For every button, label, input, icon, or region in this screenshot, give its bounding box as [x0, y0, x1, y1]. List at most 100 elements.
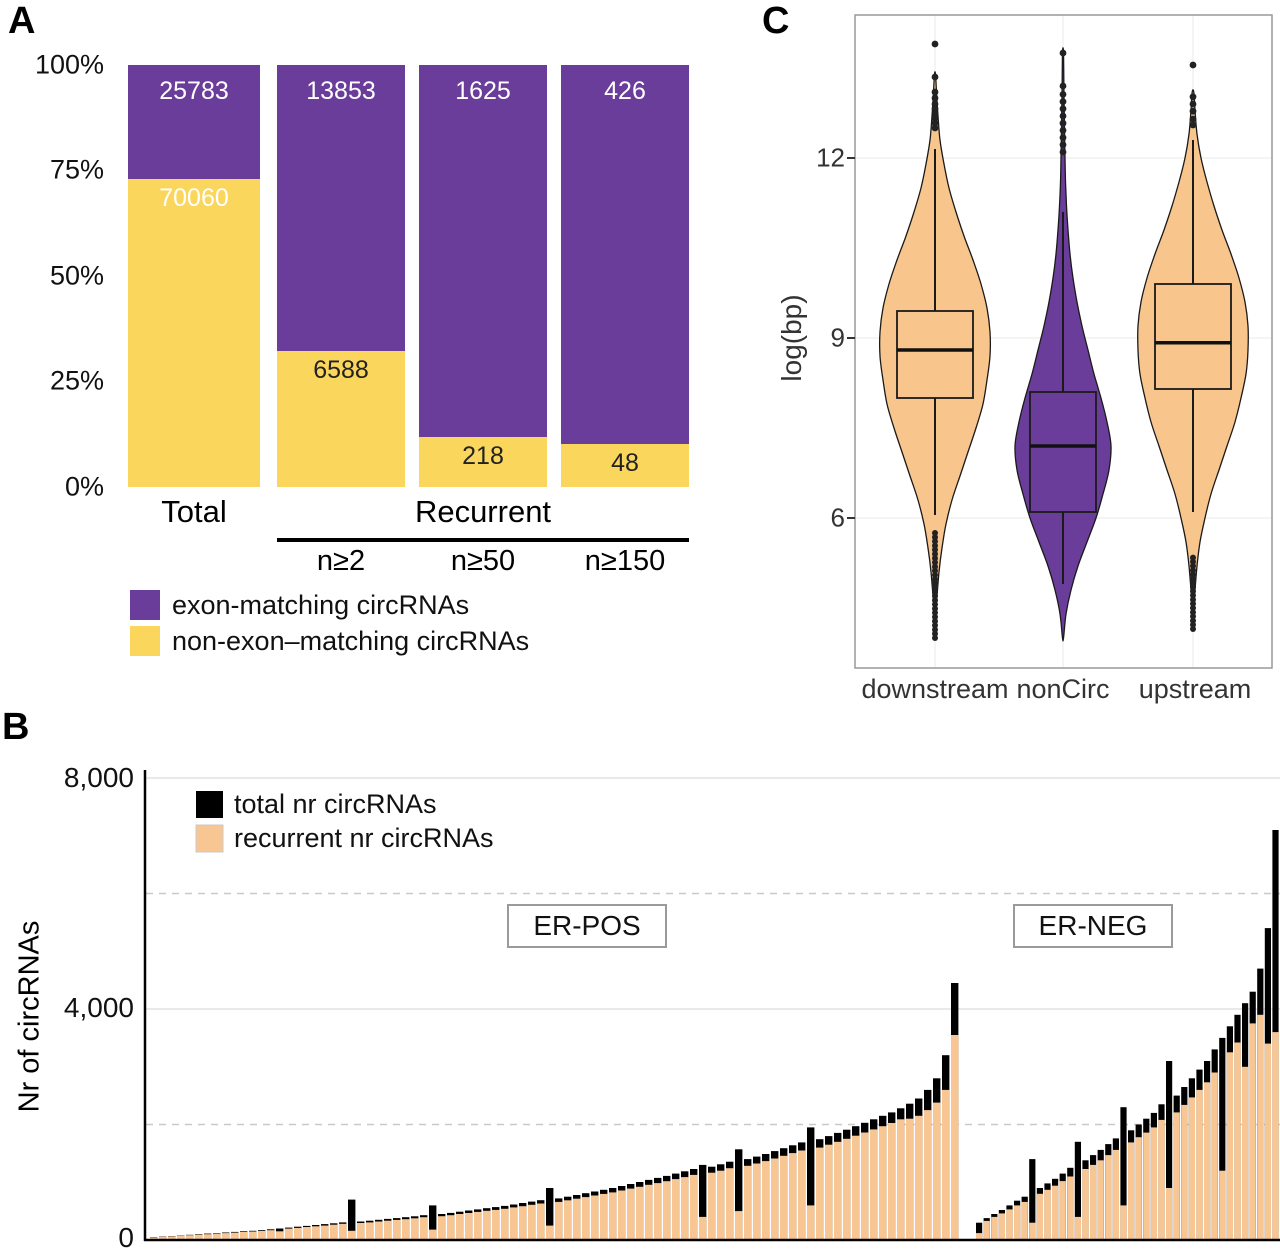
outlier-dot — [1059, 126, 1067, 134]
bar-recurrent — [384, 1220, 392, 1240]
c-ytick-9: 9 — [830, 322, 845, 353]
bar-recurrent — [555, 1201, 563, 1240]
bar-recurrent — [447, 1215, 455, 1240]
bar-recurrent — [564, 1200, 572, 1240]
c-ytick-12: 12 — [816, 142, 845, 173]
bar-recurrent — [762, 1161, 770, 1240]
outlier-dot — [932, 546, 938, 553]
bar-recurrent — [717, 1170, 725, 1240]
bar-recurrent — [168, 1236, 176, 1240]
bar-recurrent — [861, 1132, 869, 1240]
bar-recurrent — [906, 1118, 914, 1240]
bar-total — [1029, 1159, 1036, 1240]
bar-recurrent — [276, 1231, 284, 1240]
bar-recurrent — [267, 1230, 275, 1240]
a-group-n2: n≥2 — [316, 545, 366, 577]
bar-recurrent — [1074, 1216, 1081, 1240]
bar-recurrent — [366, 1222, 374, 1240]
violin-plot — [847, 14, 1273, 669]
outlier-dot — [1189, 115, 1197, 123]
bar-recurrent — [879, 1126, 887, 1240]
bar-recurrent — [726, 1168, 734, 1240]
bar-recurrent — [942, 1089, 950, 1240]
outlier-dot — [932, 626, 938, 633]
bar-recurrent — [582, 1197, 590, 1240]
outlier-dot — [1059, 148, 1067, 156]
stacked-bar-3: 1625 218 — [419, 65, 547, 487]
bar-recurrent — [429, 1229, 437, 1240]
bar-recurrent — [690, 1174, 698, 1240]
bar-recurrent — [1044, 1189, 1051, 1240]
bar-recurrent — [501, 1208, 509, 1240]
bar-recurrent — [330, 1224, 338, 1240]
outlier-dot — [1190, 588, 1196, 595]
sample-bar-chart — [143, 770, 1280, 1242]
outlier-dot — [1190, 567, 1196, 574]
bar-recurrent — [1067, 1176, 1074, 1240]
outlier-dot — [932, 593, 938, 599]
c-cat-upstream: upstream — [1138, 674, 1252, 704]
outlier-dot — [1059, 91, 1067, 98]
bar-recurrent — [249, 1231, 257, 1240]
outlier-dot — [1059, 49, 1067, 57]
a-ytick-50: 50% — [49, 260, 104, 291]
bar-recurrent — [339, 1223, 347, 1240]
bar-recurrent — [983, 1220, 990, 1240]
bar-recurrent — [591, 1195, 599, 1240]
outlier-dot — [1190, 558, 1196, 565]
bar-recurrent — [1219, 1170, 1226, 1240]
outlier-dot — [931, 115, 939, 122]
bar-recurrent — [402, 1219, 410, 1240]
bars-er-pos — [150, 983, 959, 1240]
er-neg-box: ER-NEG — [1013, 904, 1173, 948]
bar-recurrent — [204, 1234, 212, 1240]
box — [896, 310, 974, 399]
bar-recurrent — [510, 1207, 518, 1240]
outlier-dot — [1059, 134, 1067, 142]
outlier-dot — [931, 40, 939, 48]
bars-er-neg — [976, 830, 1279, 1241]
bar-recurrent — [1036, 1193, 1043, 1240]
bar-recurrent — [321, 1225, 329, 1240]
bar-recurrent — [573, 1198, 581, 1240]
count-exon-matching: 25783 — [159, 77, 229, 105]
bar-recurrent — [528, 1204, 536, 1240]
a-xlabel-recurrent: Recurrent — [414, 494, 552, 529]
c-cat-noncirc: nonCirc — [1016, 674, 1110, 704]
stacked-bar-2: 13853 6588 — [277, 65, 405, 487]
a-group-n150: n≥150 — [584, 545, 666, 577]
bar-recurrent — [1242, 1066, 1249, 1241]
recurrent-underline — [277, 538, 689, 542]
bar-recurrent — [1128, 1142, 1135, 1240]
outlier-dot — [932, 605, 938, 612]
a-ytick-100: 100% — [34, 49, 104, 80]
legend-swatch-non-exon-matching — [130, 626, 160, 656]
bar-recurrent — [991, 1216, 998, 1240]
bar-recurrent — [357, 1223, 365, 1240]
a-ytick-75: 75% — [49, 154, 104, 185]
count-non-exon-matching: 218 — [462, 442, 504, 471]
bar-recurrent — [897, 1119, 905, 1240]
bar-recurrent — [375, 1221, 383, 1240]
bar-recurrent — [519, 1206, 527, 1240]
bar-recurrent — [708, 1172, 716, 1240]
bar-recurrent — [492, 1209, 500, 1240]
outlier-dot — [931, 73, 939, 81]
bar-recurrent — [1135, 1137, 1142, 1240]
bar-total — [429, 1205, 437, 1240]
bar-recurrent — [744, 1165, 752, 1240]
bar-total — [348, 1199, 356, 1240]
outlier-dot — [932, 630, 938, 637]
bar-recurrent — [393, 1219, 401, 1240]
bar-recurrent — [186, 1235, 194, 1240]
outlier-dot — [1059, 112, 1067, 120]
bar-recurrent — [303, 1227, 311, 1240]
b-ytick-0: 0 — [118, 1222, 134, 1253]
a-ytick-25: 25% — [49, 365, 104, 396]
outlier-dot — [932, 618, 938, 625]
bar-recurrent — [150, 1237, 158, 1240]
bar-total — [1120, 1107, 1127, 1240]
er-pos-box: ER-POS — [507, 904, 667, 948]
bar-recurrent — [1029, 1222, 1036, 1240]
bar-recurrent — [1090, 1164, 1097, 1240]
